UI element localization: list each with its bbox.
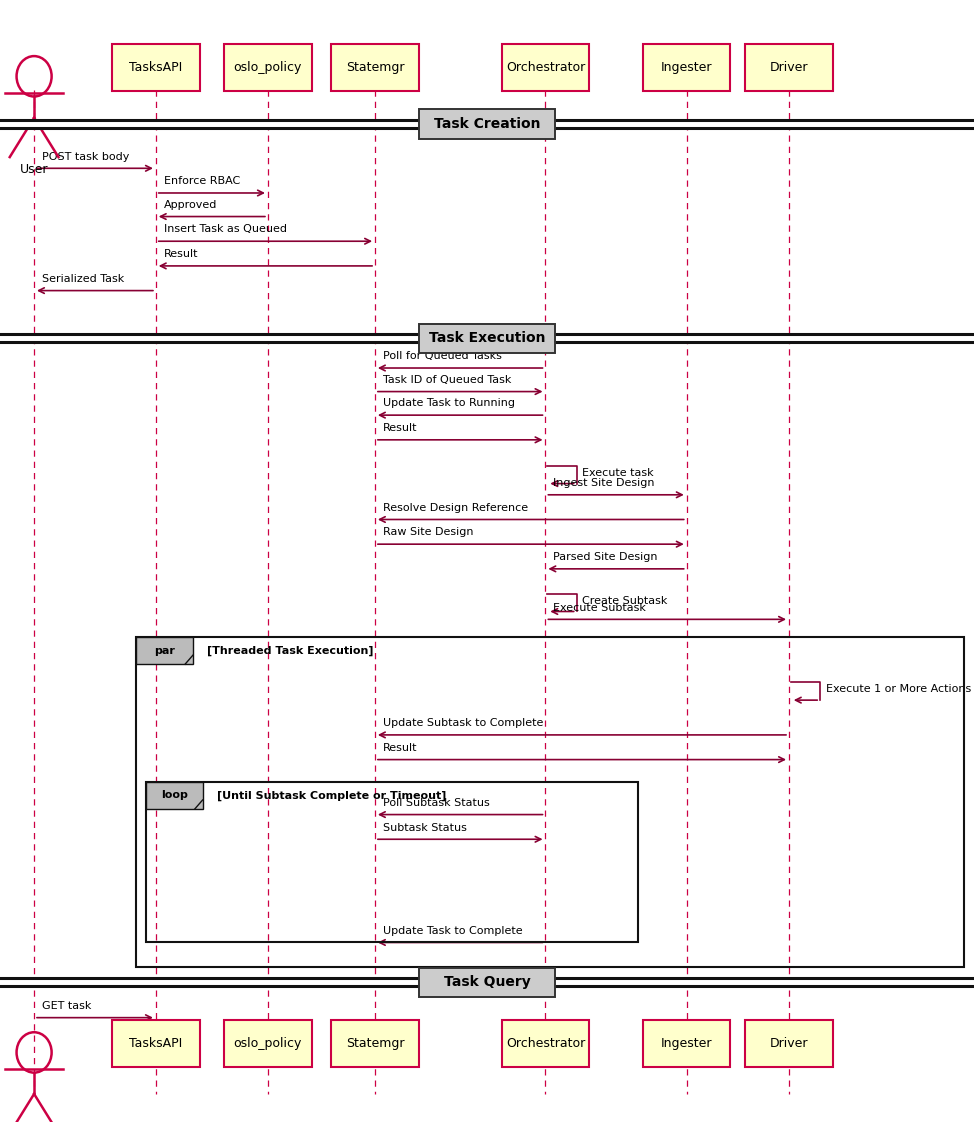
Text: [Until Subtask Complete or Timeout]: [Until Subtask Complete or Timeout] [217, 790, 446, 801]
FancyBboxPatch shape [502, 1020, 589, 1067]
FancyBboxPatch shape [224, 1020, 312, 1067]
Text: POST task body: POST task body [42, 151, 130, 162]
Text: Poll for Queued Tasks: Poll for Queued Tasks [383, 351, 502, 361]
Text: Orchestrator: Orchestrator [506, 61, 585, 74]
FancyBboxPatch shape [112, 1020, 200, 1067]
Bar [0, 334, 974, 342]
Bar [0, 120, 974, 128]
Text: Serialized Task: Serialized Task [42, 274, 124, 284]
FancyBboxPatch shape [745, 1020, 833, 1067]
Text: loop: loop [161, 791, 188, 800]
Text: Result: Result [164, 249, 198, 259]
Text: User: User [19, 163, 49, 176]
Text: par: par [154, 646, 175, 655]
FancyBboxPatch shape [419, 110, 555, 139]
Text: [Threaded Task Execution]: [Threaded Task Execution] [207, 645, 374, 656]
Text: Poll Subtask Status: Poll Subtask Status [383, 798, 490, 808]
Text: Statemgr: Statemgr [346, 1037, 404, 1050]
Text: Enforce RBAC: Enforce RBAC [164, 176, 240, 186]
FancyBboxPatch shape [331, 44, 419, 91]
FancyBboxPatch shape [146, 782, 203, 809]
FancyBboxPatch shape [502, 44, 589, 91]
FancyBboxPatch shape [331, 1020, 419, 1067]
Text: Task Creation: Task Creation [433, 117, 541, 131]
Text: Ingester: Ingester [661, 61, 712, 74]
FancyBboxPatch shape [643, 1020, 730, 1067]
Text: Task ID of Queued Task: Task ID of Queued Task [383, 375, 511, 385]
FancyBboxPatch shape [112, 44, 200, 91]
Text: Driver: Driver [769, 61, 808, 74]
Text: oslo_policy: oslo_policy [234, 1037, 302, 1050]
Text: Task Execution: Task Execution [429, 331, 545, 346]
FancyBboxPatch shape [224, 44, 312, 91]
Text: Result: Result [383, 423, 417, 433]
FancyBboxPatch shape [419, 324, 555, 353]
Text: Execute 1 or More Actions: Execute 1 or More Actions [826, 684, 971, 695]
Text: Result: Result [383, 743, 417, 753]
Text: Raw Site Design: Raw Site Design [383, 527, 473, 537]
Text: Ingester: Ingester [661, 1037, 712, 1050]
FancyBboxPatch shape [643, 44, 730, 91]
FancyBboxPatch shape [136, 637, 193, 664]
Text: Insert Task as Queued: Insert Task as Queued [164, 224, 286, 234]
Text: oslo_policy: oslo_policy [234, 61, 302, 74]
Bar [0, 978, 974, 986]
Text: Create Subtask: Create Subtask [582, 596, 668, 606]
Text: GET task: GET task [42, 1001, 92, 1011]
Text: Update Subtask to Complete: Update Subtask to Complete [383, 718, 543, 728]
Text: Subtask Status: Subtask Status [383, 822, 467, 833]
Text: Orchestrator: Orchestrator [506, 1037, 585, 1050]
FancyBboxPatch shape [745, 44, 833, 91]
FancyBboxPatch shape [419, 967, 555, 996]
Text: Execute Subtask: Execute Subtask [553, 603, 646, 613]
Text: Parsed Site Design: Parsed Site Design [553, 552, 657, 562]
Text: Resolve Design Reference: Resolve Design Reference [383, 503, 528, 513]
Text: Approved: Approved [164, 200, 217, 210]
Text: Ingest Site Design: Ingest Site Design [553, 478, 655, 488]
Text: TasksAPI: TasksAPI [130, 1037, 182, 1050]
Text: Update Task to Complete: Update Task to Complete [383, 926, 522, 936]
Text: Update Task to Running: Update Task to Running [383, 398, 515, 408]
Text: Driver: Driver [769, 1037, 808, 1050]
Text: Execute task: Execute task [582, 468, 655, 478]
Text: TasksAPI: TasksAPI [130, 61, 182, 74]
Text: Task Query: Task Query [443, 975, 531, 990]
Text: Statemgr: Statemgr [346, 61, 404, 74]
